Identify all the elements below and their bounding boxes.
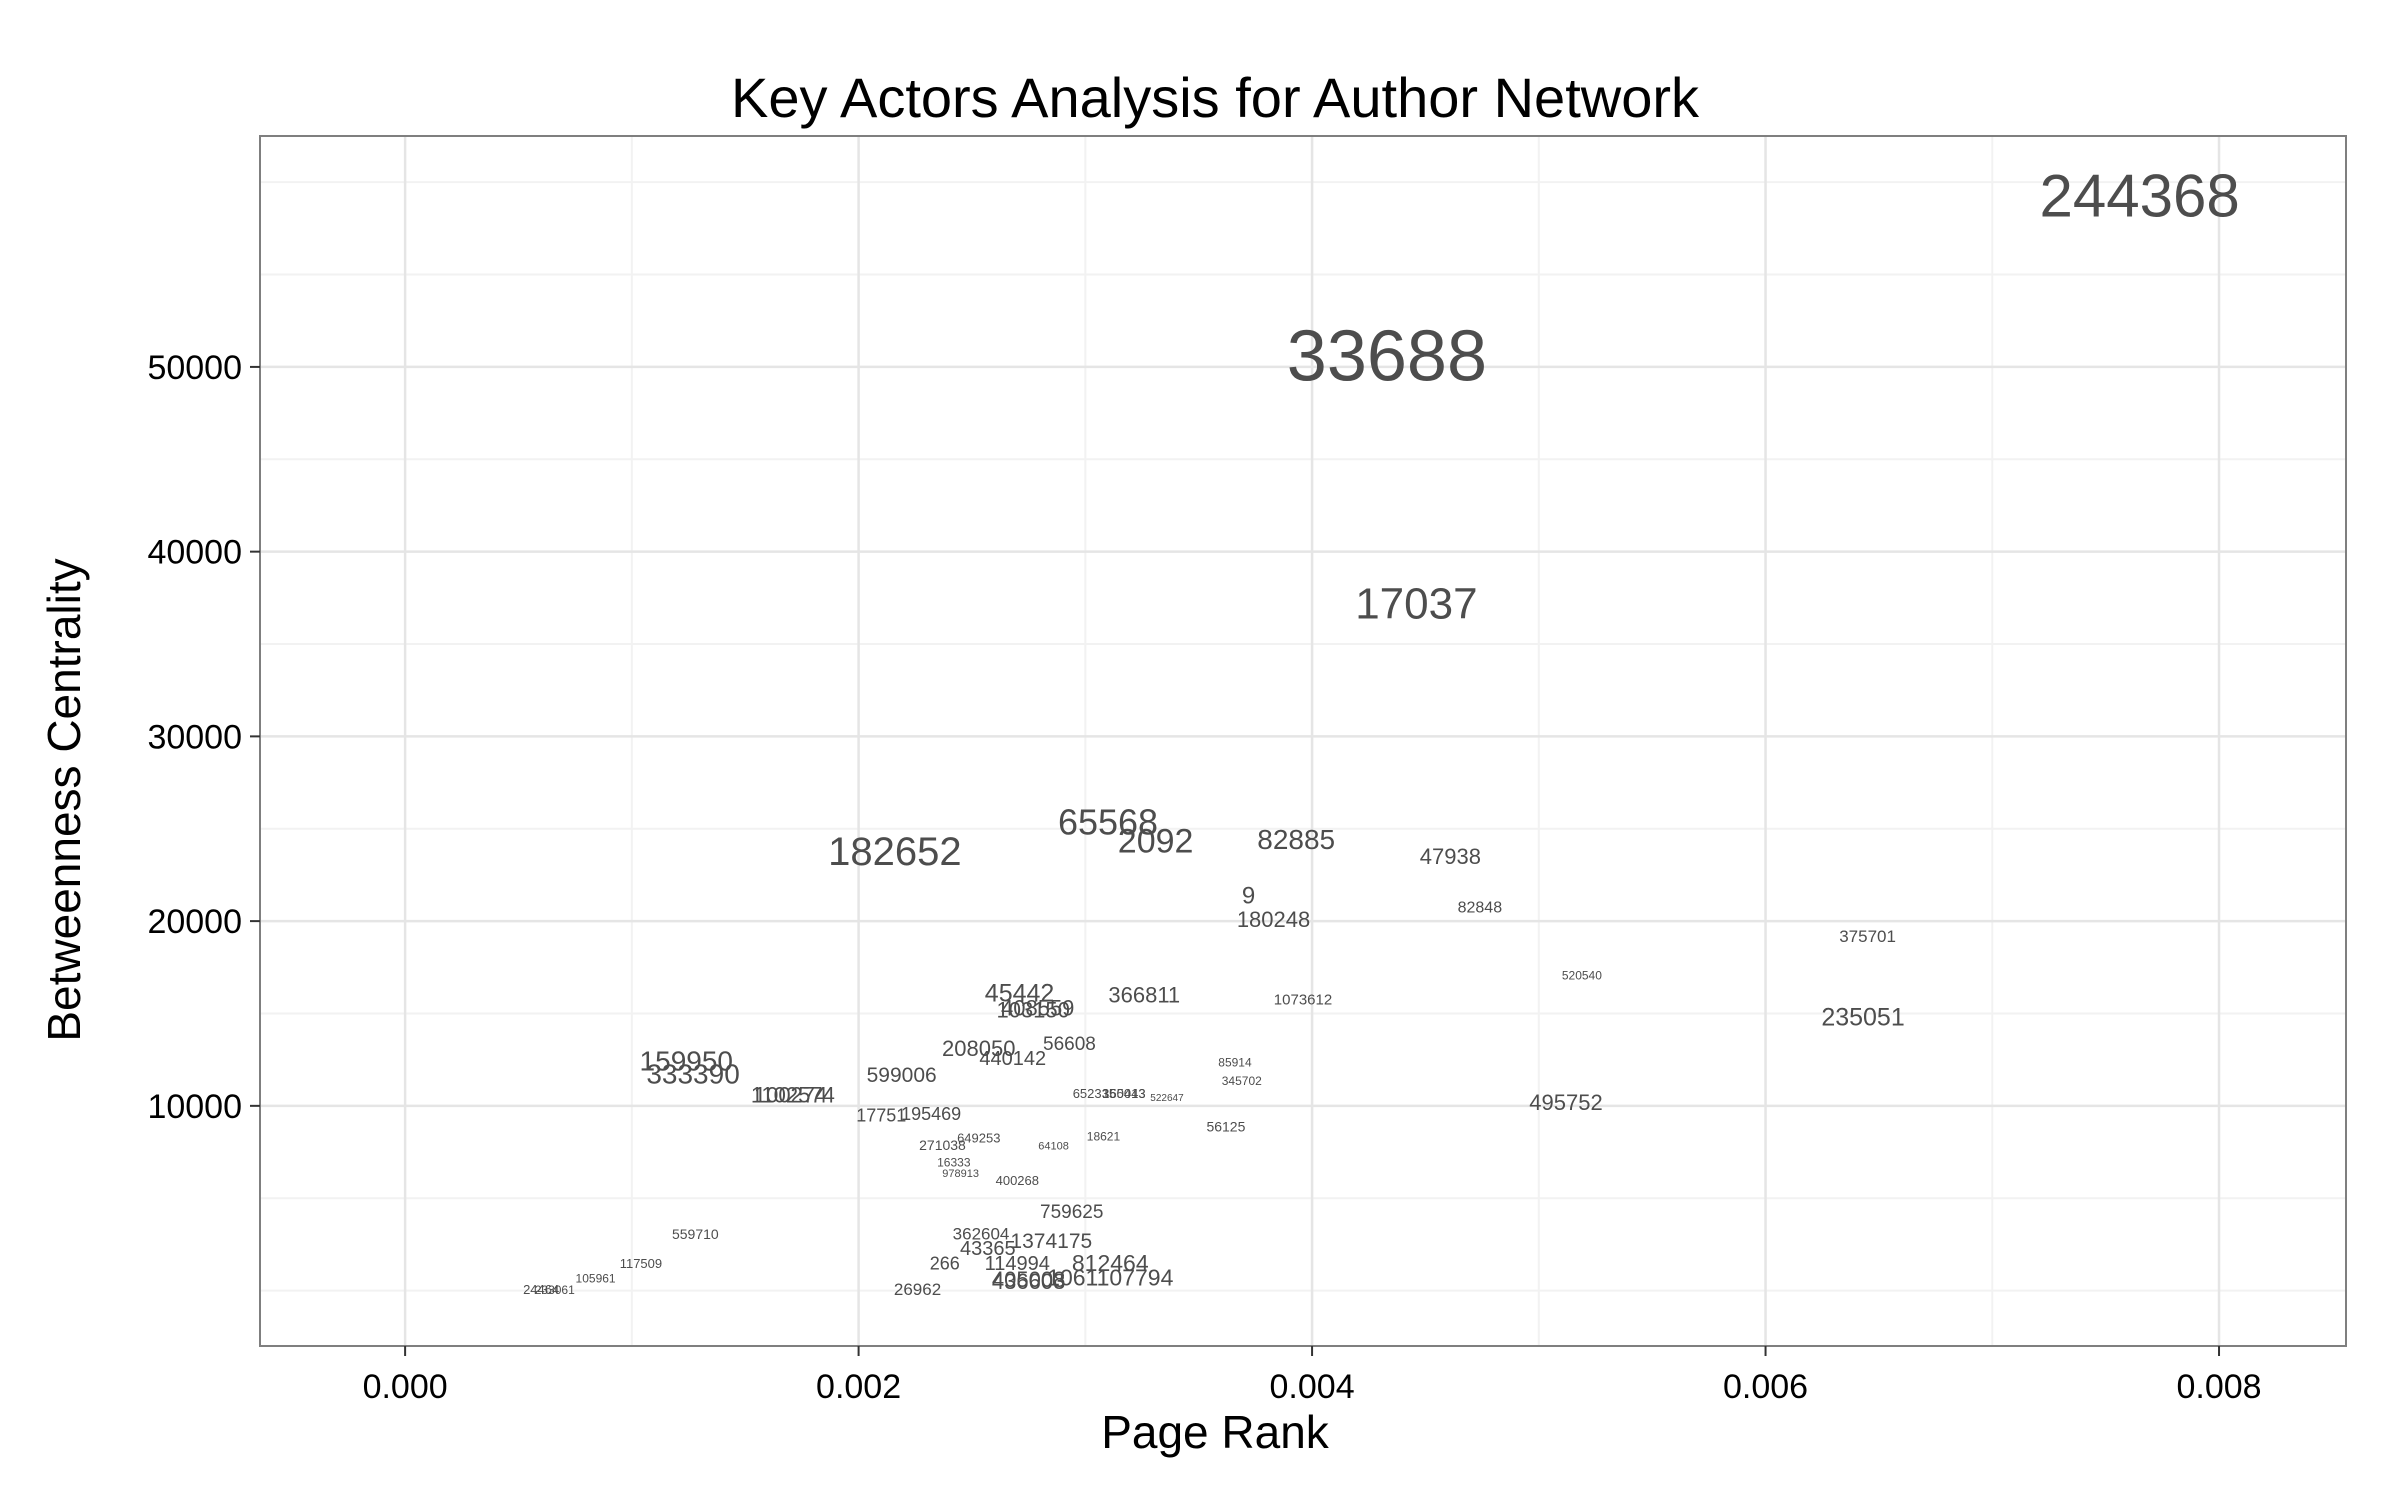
x-axis-ticks: 0.000 0.002 0.004 0.006 0.008	[363, 1346, 2262, 1406]
data-point-label: 103150	[996, 997, 1069, 1022]
data-point-label: 43365	[960, 1238, 1016, 1260]
x-tick-label: 0.008	[2176, 1368, 2261, 1406]
data-point-label: 559710	[672, 1226, 719, 1242]
data-point-label: 350043	[1102, 1086, 1145, 1101]
x-tick-label: 0.000	[363, 1368, 448, 1406]
data-point-label: 345702	[1222, 1074, 1262, 1088]
y-axis-title: Betweenness Centrality	[38, 558, 90, 1041]
data-point-label: 33688	[1287, 316, 1487, 396]
data-point-label: 599006	[867, 1064, 937, 1087]
data-point-label: 405008	[992, 1267, 1065, 1292]
data-point-label: 362604	[953, 1225, 1010, 1244]
data-point-label: 400268	[996, 1173, 1039, 1188]
data-point-label: 366811	[1108, 983, 1180, 1008]
data-point-label: 105961	[576, 1272, 616, 1286]
data-point-label: 117509	[620, 1256, 662, 1271]
data-point-label: 333390	[646, 1059, 739, 1090]
x-tick-label: 0.006	[1723, 1368, 1808, 1406]
data-point-label: 244368	[2040, 163, 2240, 230]
data-point-label: 26962	[894, 1280, 941, 1299]
data-point-label: 1061107794	[1047, 1265, 1173, 1291]
y-tick-label: 40000	[147, 534, 242, 572]
data-point-label: 2092	[1118, 823, 1194, 861]
data-point-label: 82885	[1257, 824, 1335, 855]
data-point-label: 9	[1242, 882, 1255, 909]
data-point-label: 159950	[640, 1046, 733, 1077]
y-tick-label: 10000	[147, 1088, 242, 1126]
data-point-labels: 244368 33688 17037 65568 182652 2092 82885 4793…	[523, 163, 2240, 1300]
data-point-label: 208050	[942, 1036, 1015, 1061]
data-point-label: 266	[930, 1253, 960, 1273]
data-point-label: 56125	[1206, 1119, 1245, 1135]
data-point-label: 65568	[1058, 802, 1158, 843]
data-point-label: 182652	[828, 830, 961, 874]
data-point-label: 978913	[942, 1168, 979, 1180]
data-point-label: 440142	[979, 1048, 1046, 1070]
data-point-label: 85914	[1218, 1056, 1252, 1070]
data-point-label: 235051	[1821, 1004, 1904, 1032]
data-point-label: 165413	[1102, 1086, 1145, 1101]
data-point-label: 18621	[1087, 1129, 1121, 1143]
minor-gridlines	[260, 136, 2346, 1346]
data-point-label: 1102574	[751, 1082, 835, 1107]
data-point-label: 375701	[1839, 927, 1896, 946]
data-point-label: 17751	[856, 1106, 906, 1126]
data-point-label: 1374175	[1010, 1230, 1092, 1253]
data-point-label: 759625	[1040, 1202, 1103, 1223]
data-point-label: 180248	[1237, 907, 1310, 932]
data-point-label: 1073612	[1274, 992, 1332, 1009]
x-tick-label: 0.004	[1270, 1368, 1355, 1406]
data-point-label: 45442	[985, 980, 1055, 1008]
data-point-label: 520540	[1562, 969, 1602, 983]
data-point-label: 47938	[1420, 844, 1481, 869]
data-point-label: 17037	[1355, 580, 1477, 629]
data-point-label: 271038	[919, 1137, 966, 1153]
major-gridlines	[260, 136, 2346, 1346]
y-tick-label: 30000	[147, 718, 242, 756]
data-point-label: 495752	[1529, 1090, 1602, 1115]
y-axis-ticks: 10000 20000 30000 40000 50000	[147, 349, 260, 1126]
data-point-label: 522647	[1150, 1093, 1184, 1104]
data-point-label: 195469	[901, 1104, 961, 1124]
y-tick-label: 20000	[147, 903, 242, 941]
data-point-label: 649253	[957, 1131, 1000, 1146]
data-point-label: 233061	[535, 1283, 575, 1297]
x-axis-title: Page Rank	[1101, 1406, 1330, 1458]
data-point-label: 652335	[1073, 1086, 1116, 1101]
data-point-label: 82848	[1458, 899, 1503, 916]
data-point-label: 114994	[985, 1253, 1050, 1275]
x-tick-label: 0.002	[816, 1368, 901, 1406]
y-tick-label: 50000	[147, 349, 242, 387]
data-point-label: 56608	[1043, 1034, 1096, 1055]
data-point-label: 408559	[1001, 996, 1074, 1021]
data-point-label: 64108	[1038, 1140, 1069, 1152]
data-point-label: 100274	[754, 1082, 827, 1107]
data-point-label: 436603	[992, 1269, 1065, 1294]
plot-panel-border	[259, 135, 2347, 1347]
data-point-label: 24464	[523, 1282, 559, 1297]
chart-title: Key Actors Analysis for Author Network	[731, 66, 1700, 129]
data-point-label: 16333	[937, 1155, 971, 1169]
data-point-label: 812464	[1072, 1250, 1149, 1276]
